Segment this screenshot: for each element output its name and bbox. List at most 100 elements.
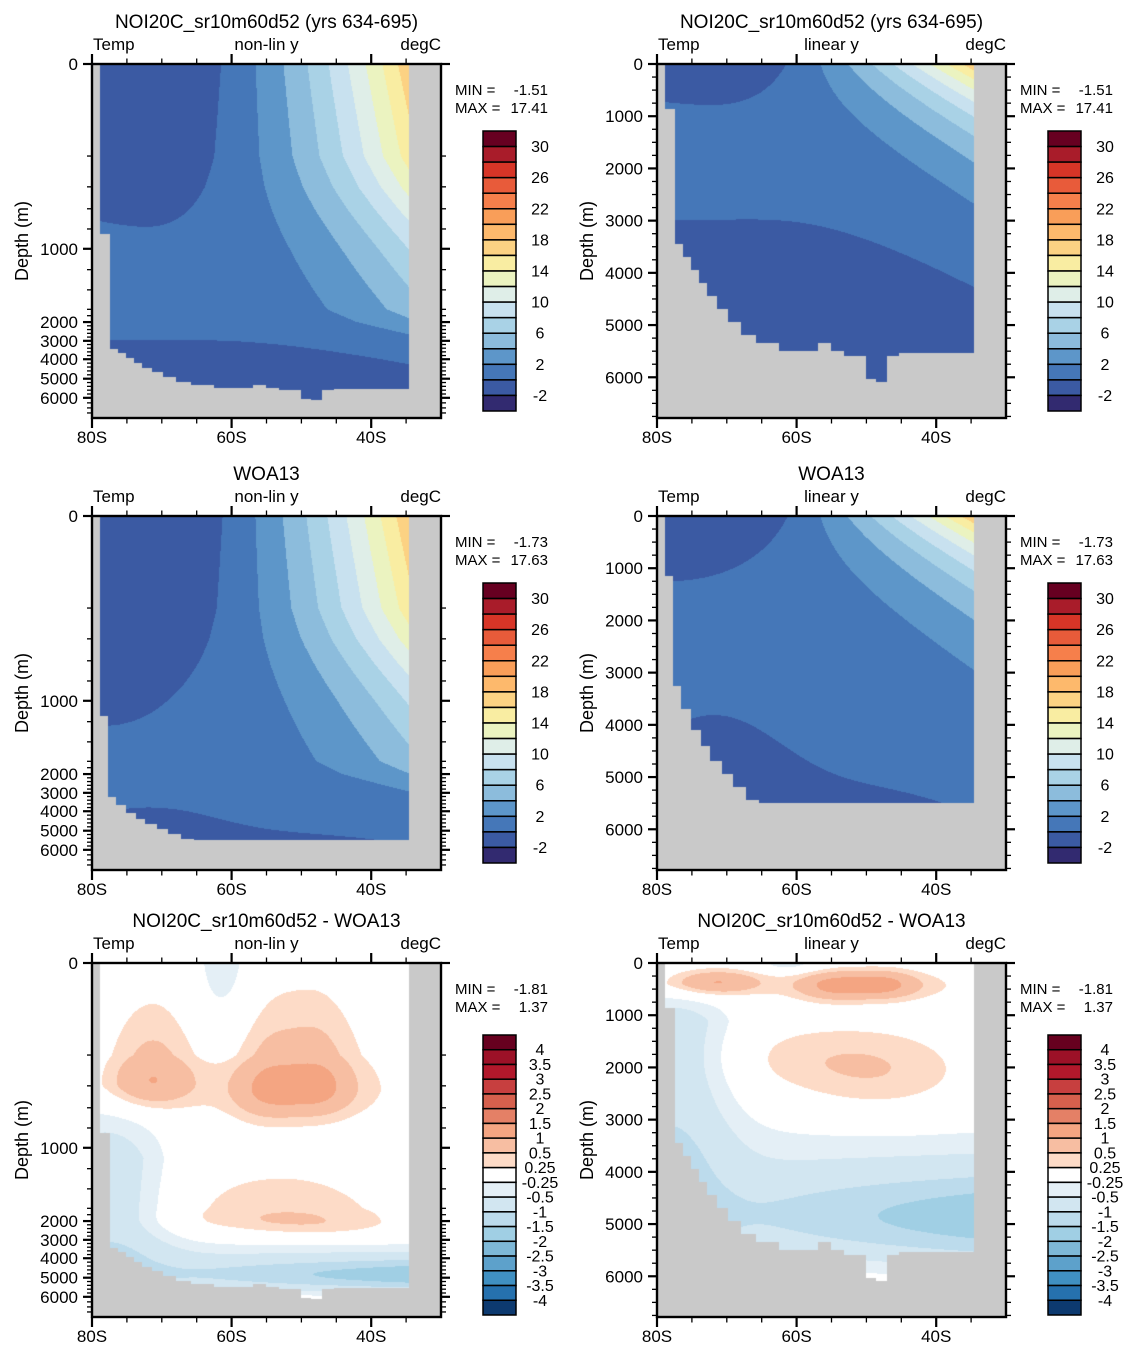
min-label: MIN = (1020, 82, 1061, 99)
y-axis-title: Depth (m) (577, 1100, 597, 1180)
yscale-label: linear y (804, 35, 859, 54)
max-label: MAX = (1020, 100, 1066, 117)
variable-label: Temp (658, 487, 700, 506)
colorbar-box (482, 675, 517, 693)
colorbar-box (482, 660, 517, 678)
colorbar-tick-label: 30 (1096, 591, 1114, 608)
depth-tick-label: 5000 (40, 370, 78, 389)
min-value: -1.81 (1079, 981, 1113, 998)
colorbar-box (482, 285, 517, 303)
depth-tick-label: 3000 (40, 1231, 78, 1250)
min-label: MIN = (1020, 981, 1061, 998)
colorbar-tick-label: 26 (1096, 622, 1114, 639)
colorbar-box (1047, 1137, 1082, 1154)
units-label: degC (400, 35, 441, 54)
colorbar-tick-label: -0.25 (1087, 1175, 1124, 1192)
y-axis-title: Depth (m) (577, 201, 597, 281)
yscale-label: linear y (804, 487, 859, 506)
colorbar-box (482, 722, 517, 740)
colorbar-tick-label: 26 (1096, 170, 1114, 187)
colorbar-box (1047, 706, 1082, 724)
depth-tick-label: 4000 (40, 350, 78, 369)
y-axis-title: Depth (m) (12, 653, 32, 733)
x-tick-label: 80S (77, 428, 107, 447)
depth-tick-label: 1000 (40, 692, 78, 711)
min-label: MIN = (455, 981, 496, 998)
colorbar-box (1047, 722, 1082, 740)
colorbar-box (482, 208, 517, 226)
colorbar-box (482, 815, 517, 833)
depth-tick-label: 0 (634, 55, 643, 74)
colorbar-box (1047, 348, 1082, 366)
units-label: degC (965, 35, 1006, 54)
variable-label: Temp (658, 35, 700, 54)
depth-tick-label: 5000 (605, 1215, 643, 1234)
colorbar-tick-label: 14 (1096, 264, 1114, 281)
colorbar-box (482, 348, 517, 366)
x-tick-label: 80S (642, 880, 672, 899)
colorbar-box (1047, 223, 1082, 241)
colorbar-tick-label: 2 (1101, 1101, 1110, 1118)
x-tick-label: 40S (356, 880, 386, 899)
yscale-label: non-lin y (234, 934, 299, 953)
depth-tick-label: 0 (69, 507, 78, 526)
colorbar-tick-label: 10 (1096, 295, 1114, 312)
colorbar-box (482, 1137, 517, 1154)
min-label: MIN = (455, 82, 496, 99)
colorbar-tick-label: 1.5 (529, 1116, 551, 1133)
colorbar-box (1047, 582, 1082, 600)
colorbar-box (1047, 628, 1082, 646)
colorbar-box (1047, 1122, 1082, 1139)
colorbar-tick-label: 3 (1101, 1072, 1110, 1089)
x-tick-label: 40S (921, 880, 951, 899)
colorbar-box (482, 1255, 517, 1272)
max-value: 1.37 (519, 999, 548, 1016)
depth-tick-label: 6000 (40, 389, 78, 408)
depth-tick-label: 3000 (40, 332, 78, 351)
min-label: MIN = (1020, 534, 1061, 551)
min-value: -1.51 (514, 82, 548, 99)
colorbar-tick-label: -2 (1098, 840, 1112, 857)
depth-tick-label: 1000 (605, 559, 643, 578)
min-label: MIN = (455, 534, 496, 551)
colorbar-tick-label: 10 (531, 747, 549, 764)
colorbar-box (1047, 1284, 1082, 1302)
colorbar-tick-label: 2.5 (1094, 1086, 1116, 1103)
colorbar-box (482, 145, 517, 163)
colorbar-tick-label: 10 (531, 295, 549, 312)
colorbar-box (1047, 768, 1082, 786)
depth-tick-label: 0 (69, 954, 78, 973)
depth-tick-label: 5000 (605, 768, 643, 787)
y-axis-title: Depth (m) (577, 653, 597, 733)
colorbar-box (1047, 270, 1082, 288)
colorbar-tick-label: 3.5 (1094, 1057, 1116, 1074)
depth-tick-label: 3000 (40, 784, 78, 803)
depth-tick-label: 4000 (40, 802, 78, 821)
colorbar-tick-label: 18 (1096, 684, 1114, 701)
colorbar-box (1047, 1299, 1082, 1316)
depth-tick-label: 2000 (40, 1212, 78, 1231)
colorbar-box (1047, 815, 1082, 833)
colorbar-tick-label: 1 (536, 1131, 545, 1148)
panel-title: NOI20C_sr10m60d52 (yrs 634-695) (115, 12, 418, 33)
contour-plot-woa13-linear (657, 516, 1006, 870)
variable-label: Temp (93, 934, 135, 953)
colorbar-box (1047, 239, 1082, 257)
x-tick-label: 60S (781, 428, 811, 447)
y-axis-title: Depth (m) (12, 201, 32, 281)
yscale-label: non-lin y (234, 35, 299, 54)
colorbar-tick-label: 22 (1096, 653, 1114, 670)
x-tick-label: 60S (216, 428, 246, 447)
max-value: 17.63 (510, 552, 548, 569)
colorbar-box (1047, 161, 1082, 179)
colorbar-box (1047, 130, 1082, 148)
colorbar-tick-label: -1 (533, 1204, 547, 1221)
colorbar-tick-label: 22 (531, 653, 549, 670)
max-label: MAX = (455, 999, 501, 1016)
colorbar-box (1047, 1211, 1082, 1228)
colorbar-box (482, 270, 517, 288)
x-tick-label: 40S (356, 428, 386, 447)
colorbar-box (1047, 660, 1082, 678)
contour-plot-model-nonlin (92, 64, 441, 418)
colorbar-box (482, 831, 517, 849)
